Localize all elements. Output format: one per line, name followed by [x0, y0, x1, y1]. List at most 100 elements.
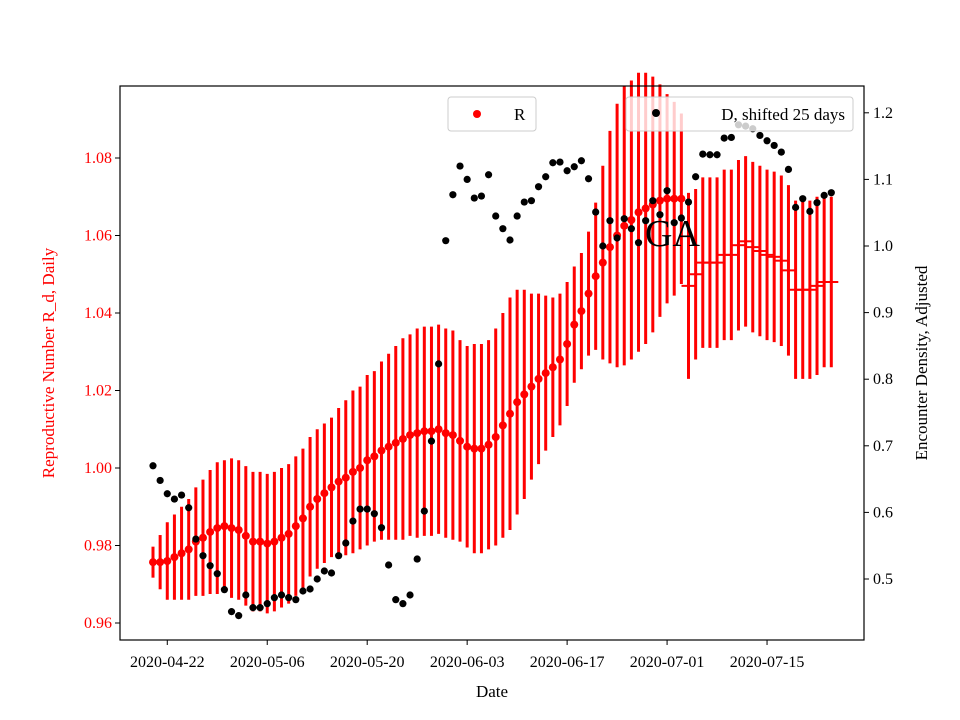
d-point — [306, 585, 314, 593]
d-point — [763, 137, 771, 145]
d-point — [349, 517, 357, 525]
r-point — [427, 427, 436, 436]
d-point — [320, 567, 328, 575]
r-point — [555, 355, 564, 364]
r-point — [634, 208, 643, 217]
r-point — [313, 495, 322, 503]
x-axis-label: Date — [476, 682, 508, 701]
d-point — [692, 173, 700, 181]
d-point — [406, 591, 414, 599]
legend-r-box — [447, 96, 537, 132]
r-point — [170, 553, 179, 562]
y-right-tick-label: 0.7 — [873, 438, 893, 455]
r-point — [256, 537, 265, 546]
r-point — [513, 398, 522, 407]
d-point — [592, 208, 600, 216]
r-point — [220, 522, 229, 531]
r-point — [341, 473, 350, 482]
r-point — [363, 456, 372, 465]
r-point — [527, 382, 536, 391]
d-point — [627, 225, 635, 233]
d-point — [727, 133, 735, 142]
d-point — [684, 198, 693, 206]
d-point — [456, 162, 464, 170]
x-tick-label: 2020-04-22 — [130, 654, 205, 671]
y-right-tick-label: 1.1 — [873, 171, 893, 188]
r-point — [306, 502, 315, 511]
d-point — [699, 150, 707, 158]
r-point — [227, 524, 236, 533]
d-point — [563, 167, 571, 175]
r-point — [484, 440, 493, 449]
r-point — [163, 557, 172, 565]
x-tick-label: 2020-06-17 — [530, 654, 605, 671]
d-point — [335, 552, 343, 560]
d-point — [363, 505, 371, 513]
d-point — [242, 591, 250, 599]
r-point — [456, 436, 465, 445]
d-point — [227, 608, 236, 616]
d-point — [549, 159, 557, 167]
r-point — [577, 307, 586, 316]
legend-r-label: R — [514, 105, 526, 124]
r-point — [327, 483, 336, 492]
d-point — [792, 203, 800, 211]
d-point — [706, 151, 714, 159]
d-point — [170, 495, 179, 503]
d-point — [813, 199, 821, 207]
r-point — [598, 258, 607, 267]
r-point — [420, 427, 429, 436]
d-point — [435, 360, 443, 368]
r-point — [441, 429, 450, 438]
d-point — [584, 175, 593, 183]
d-point — [206, 562, 214, 570]
d-point — [784, 165, 793, 174]
r-point — [448, 431, 457, 440]
d-point — [156, 476, 164, 485]
d-point — [292, 596, 300, 604]
d-point — [249, 604, 257, 612]
r-point — [206, 527, 215, 536]
x-tick-label: 2020-05-06 — [230, 654, 305, 671]
y-left-tick-label: 0.96 — [84, 615, 112, 632]
d-point — [442, 237, 450, 245]
d-point — [634, 239, 643, 247]
y-axis-left-label: Reproductive Number R_d, Daily — [39, 247, 58, 478]
d-point — [677, 214, 685, 222]
r-point — [149, 558, 157, 567]
d-point — [777, 148, 785, 156]
d-point — [420, 507, 428, 515]
d-point — [299, 587, 307, 595]
y-left-tick-label: 1.06 — [84, 228, 112, 245]
d-point — [370, 510, 378, 518]
d-point — [285, 594, 293, 602]
r-point — [391, 438, 400, 447]
d-point — [185, 504, 193, 512]
legend-d-marker — [652, 109, 660, 117]
d-point — [606, 217, 614, 225]
d-point — [820, 191, 828, 199]
r-point — [677, 194, 686, 203]
y-axis-right: 0.5 0.6 0.7 0.8 0.9 1.0 1.1 1.2 — [864, 105, 893, 588]
y-left-tick-label: 1.00 — [84, 460, 112, 477]
axes-frame — [119, 85, 865, 641]
d-point — [806, 207, 814, 215]
d-point — [520, 198, 528, 206]
y-axis-right-label: Encounter Density, Adjusted — [912, 265, 931, 460]
d-point — [570, 163, 578, 171]
r-point — [591, 272, 600, 281]
d-point — [327, 569, 336, 577]
d-point — [599, 242, 607, 250]
legend-r-marker — [473, 110, 481, 118]
d-point — [556, 158, 564, 166]
legend-d-box — [625, 96, 854, 132]
r-point — [156, 558, 165, 567]
r-point — [670, 194, 679, 203]
r-point — [534, 374, 543, 383]
y-right-tick-label: 1.2 — [873, 105, 893, 122]
r-point — [270, 537, 279, 546]
d-point — [385, 561, 393, 569]
r-point — [177, 549, 186, 558]
